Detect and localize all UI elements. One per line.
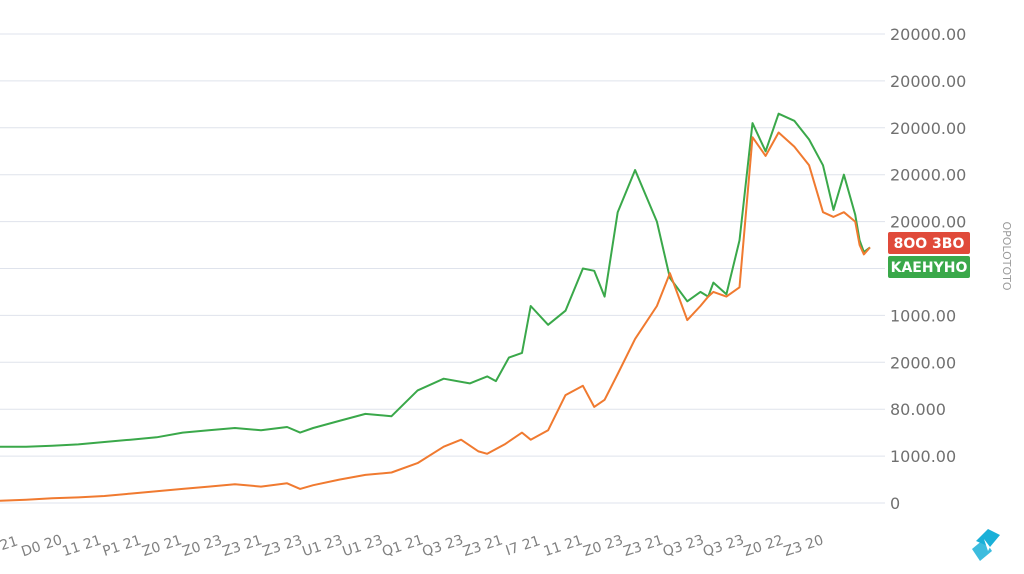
- badge-orange-label: 8OO 3BO: [894, 236, 965, 252]
- badge-orange-bg: [888, 232, 970, 254]
- x-tick-label: Z3 20: [782, 532, 826, 560]
- x-tick-label: Q1 21: [380, 532, 425, 560]
- x-tick-label: D0 20: [19, 532, 64, 560]
- badge-green-label: KAEHYHO: [891, 260, 968, 276]
- x-tick-label: Z0 21: [140, 532, 184, 560]
- x-tick-label: 11 21: [542, 532, 585, 560]
- x-tick-label: Z3 21: [221, 532, 265, 560]
- y-tick-label: 80.000: [890, 400, 946, 419]
- series-group: [0, 112, 871, 502]
- x-tick-label: Z3 21: [622, 532, 666, 560]
- x-tick-label: U1 23: [300, 532, 344, 560]
- y-tick-label: 20000.00: [890, 166, 966, 185]
- badge-green: KAEHYHO: [888, 256, 970, 278]
- series-line-green: [0, 112, 871, 448]
- y-tick-label: 20000.00: [890, 119, 966, 138]
- x-tick-label: Q3 23: [701, 532, 746, 560]
- y-tick-label: 2000.00: [890, 353, 956, 372]
- x-tick-label: Q3 23: [420, 532, 465, 560]
- badge-green-bg: [888, 256, 970, 278]
- x-tick-label: Z3 23: [261, 532, 305, 560]
- x-tick-label: 11 21: [60, 532, 103, 560]
- x-tick-label: Z0 22: [742, 532, 786, 560]
- badge-orange: 8OO 3BO: [888, 232, 970, 254]
- x-tick-label: Q3 23: [661, 532, 706, 560]
- x-tick-label: D 21: [0, 533, 20, 558]
- y-tick-label: 1000.00: [890, 447, 956, 466]
- x-tick-label: Z0 23: [180, 532, 224, 560]
- y-tick-label: 1000.00: [890, 306, 956, 325]
- y-tick-label: 20000.00: [890, 213, 966, 232]
- y-tick-label: 20000.00: [890, 72, 966, 91]
- x-tick-label: P1 21: [101, 532, 144, 559]
- y-tick-label: 0: [890, 494, 900, 513]
- x-tick-label: U1 23: [340, 532, 384, 560]
- y-axis: 20000.00 20000.00 20000.00 20000.00 20000.00…: [890, 25, 966, 513]
- grid: [0, 33, 885, 504]
- series-line-orange: [0, 131, 871, 502]
- x-tick-label: I7 21: [504, 533, 543, 559]
- x-tick-label: Z0 23: [581, 532, 625, 560]
- y-tick-label: 20000.00: [890, 25, 966, 44]
- logo-icon: [972, 529, 1000, 561]
- side-axis-label: OPOLOTOTO: [1000, 221, 1013, 290]
- x-tick-label: Z3 21: [461, 532, 505, 560]
